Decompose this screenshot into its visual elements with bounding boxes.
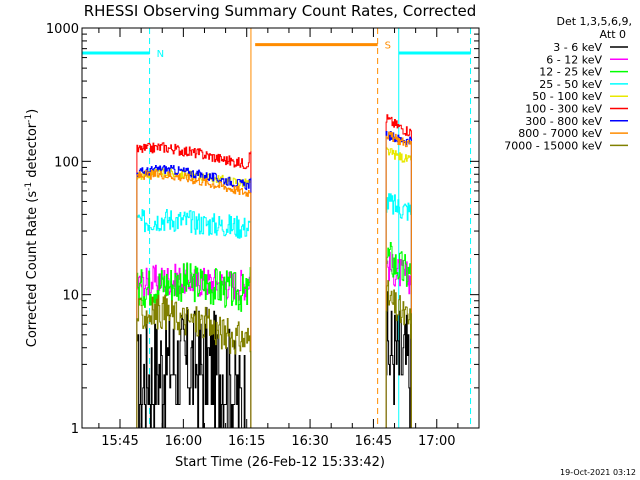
y-axis-title: Corrected Count Rate (s-1 detector-1) [24,109,40,347]
series-line [385,131,412,428]
y-axis-title-exponent: -1 [24,114,34,123]
legend-header-line: Det 1,3,5,6,9, [556,15,632,28]
legend-label: 7000 - 15000 keV [504,139,602,152]
series-line [136,169,252,428]
legend-label: 25 - 50 keV [539,78,602,91]
x-tick-label: 16:00 [165,434,202,449]
footer-timestamp: 19-Oct-2021 03:12 [560,468,636,477]
legend-header-line: Att 0 [600,28,626,41]
series-800-7000kev [136,131,412,428]
series-line [385,242,412,428]
series-line [385,291,412,429]
series-12-25kev [136,242,412,428]
series-25-50kev [136,193,412,428]
series-line [136,263,252,428]
x-tick-label: 16:15 [228,434,265,449]
x-axis-title: Start Time (26-Feb-12 15:33:42) [175,455,385,470]
series-line [385,114,412,428]
x-tick-label: 16:45 [355,434,392,449]
series-100-300kev [136,114,412,428]
legend-label: 50 - 100 keV [532,90,602,103]
y-tick-label: 1 [71,422,79,437]
legend-label: 12 - 25 keV [539,66,602,79]
legend-label: 300 - 800 keV [525,115,602,128]
y-axis-title-part: Corrected Count Rate (s [25,191,40,348]
flag-label: S [385,41,391,52]
y-axis-title-part: detector [25,122,40,182]
series-line [136,262,252,428]
series-6-12kev [136,251,412,428]
plot-frame [81,27,480,429]
x-tick-label: 16:30 [291,434,328,449]
series-300-800kev [136,131,412,428]
series-line [385,251,412,428]
y-axis-title-exponent: -1 [24,182,34,191]
x-tick-label: 15:45 [101,434,138,449]
y-tick-label: 10 [62,289,79,304]
series-line [385,193,412,428]
y-tick-label: 100 [54,155,79,170]
legend-label: 6 - 12 keV [546,53,602,66]
series-line [136,294,252,428]
x-tick-label: 17:00 [418,434,455,449]
legend-label: 3 - 6 keV [553,41,602,54]
y-tick-label: 1000 [46,22,79,37]
series-7000-15000kev [136,280,412,428]
series-line [385,147,412,428]
series-line [385,280,412,428]
legend-label: 100 - 300 keV [525,103,602,116]
legend-label: 800 - 7000 keV [518,127,602,140]
y-axis-title-part: ) [25,109,40,114]
series-line [385,131,412,428]
chart-title: RHESSI Observing Summary Count Rates, Co… [84,2,477,20]
series-line [136,142,252,428]
series-line [136,209,252,428]
series-line [136,165,252,428]
flag-label: N [157,49,164,60]
